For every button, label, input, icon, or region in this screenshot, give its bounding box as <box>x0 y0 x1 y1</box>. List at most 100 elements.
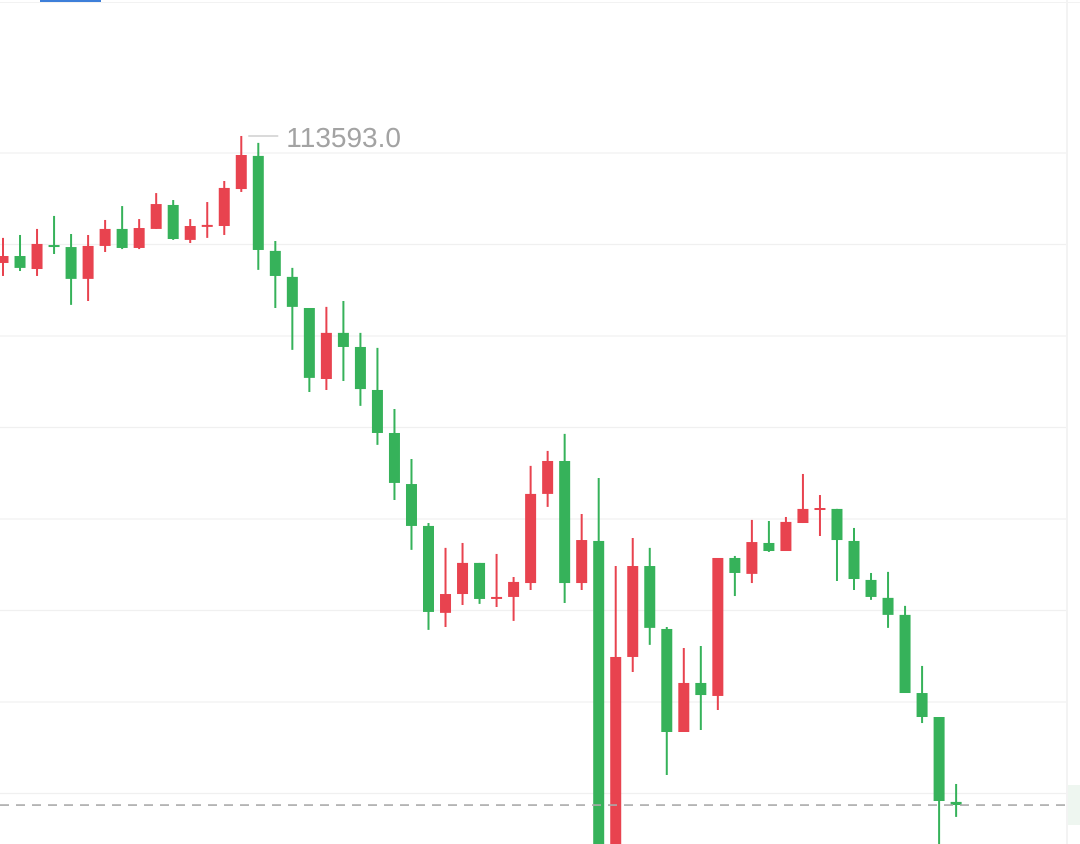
candle-body <box>31 243 43 270</box>
candle-body <box>286 276 298 307</box>
candle <box>14 234 26 272</box>
candle-body <box>950 801 962 806</box>
candle-body <box>320 332 332 379</box>
candle <box>661 626 673 776</box>
candle <box>423 523 434 630</box>
candle-body <box>457 562 469 595</box>
candle <box>354 332 366 406</box>
candle-body <box>899 614 911 694</box>
candle-body <box>303 307 315 378</box>
candle-body <box>797 508 809 524</box>
candle-body <box>99 228 111 246</box>
candle <box>542 450 554 507</box>
candle <box>252 142 264 270</box>
candle-body <box>167 204 179 239</box>
candle <box>150 193 162 229</box>
candle <box>610 566 622 844</box>
candle <box>559 433 571 603</box>
top-divider <box>0 2 1080 3</box>
candle-body <box>882 597 894 615</box>
candle-body <box>133 228 145 248</box>
candle-body <box>218 187 230 227</box>
candle <box>303 307 315 392</box>
candle <box>337 301 349 382</box>
candle-body <box>354 346 366 390</box>
candle-body <box>388 432 400 483</box>
candle-body <box>763 542 775 552</box>
candle-body <box>491 596 503 599</box>
candle-body <box>831 508 843 541</box>
candle-body <box>729 557 741 573</box>
candle-body <box>780 521 792 552</box>
candle <box>235 135 247 192</box>
candle-body <box>644 566 656 628</box>
candle <box>882 571 894 628</box>
candle <box>0 237 9 276</box>
candles <box>0 135 962 844</box>
candle-body <box>201 224 213 227</box>
candle <box>814 495 826 537</box>
candle <box>474 562 486 604</box>
candle <box>201 202 213 238</box>
candle <box>65 234 77 305</box>
candle-body <box>150 204 162 229</box>
candle-body <box>746 542 758 574</box>
candle <box>48 215 60 255</box>
grid-lines <box>0 152 1066 795</box>
candle-body <box>542 460 554 494</box>
candle <box>576 514 588 590</box>
candle-body <box>474 562 486 599</box>
candle <box>644 547 656 645</box>
active-tab-indicator <box>40 0 101 2</box>
candle <box>184 219 196 244</box>
candle-body <box>695 682 707 696</box>
candle-body <box>184 226 196 240</box>
candle-body <box>610 656 622 844</box>
candle-body <box>371 389 383 433</box>
candle <box>678 648 690 733</box>
candle <box>729 555 741 597</box>
candle-body <box>337 332 349 347</box>
candle-body <box>525 493 537 584</box>
candle <box>116 206 128 250</box>
candle <box>320 306 332 390</box>
candle-body <box>252 155 264 250</box>
candle-body <box>65 247 77 279</box>
candle-body <box>269 250 281 276</box>
candle <box>712 557 724 711</box>
candle <box>508 577 520 621</box>
candle-body <box>593 540 605 844</box>
candle <box>525 465 537 590</box>
high-price-label: 113593.0 <box>286 122 401 153</box>
current-price-tag <box>1068 785 1080 825</box>
candle-body <box>576 540 588 584</box>
candle <box>746 519 758 584</box>
candle <box>916 665 928 724</box>
candle <box>99 219 111 252</box>
candle <box>269 241 281 308</box>
candle <box>286 267 298 350</box>
candle-body <box>678 682 690 733</box>
candle <box>82 234 94 302</box>
candle <box>865 572 877 600</box>
candle <box>167 200 179 240</box>
candle-body <box>423 525 434 612</box>
candle <box>371 347 383 445</box>
candle <box>695 645 707 730</box>
candle <box>593 477 605 844</box>
candle <box>388 409 400 500</box>
candle <box>899 605 911 694</box>
candle-body <box>508 581 520 597</box>
candle-body <box>82 245 94 279</box>
candle <box>763 521 775 552</box>
price-axis-divider <box>1066 0 1068 844</box>
candle-body <box>235 155 247 190</box>
candle <box>457 542 469 606</box>
candle <box>627 538 639 672</box>
candle <box>780 516 792 552</box>
candle <box>831 508 843 582</box>
candle-body <box>116 228 128 248</box>
candle <box>848 527 860 590</box>
